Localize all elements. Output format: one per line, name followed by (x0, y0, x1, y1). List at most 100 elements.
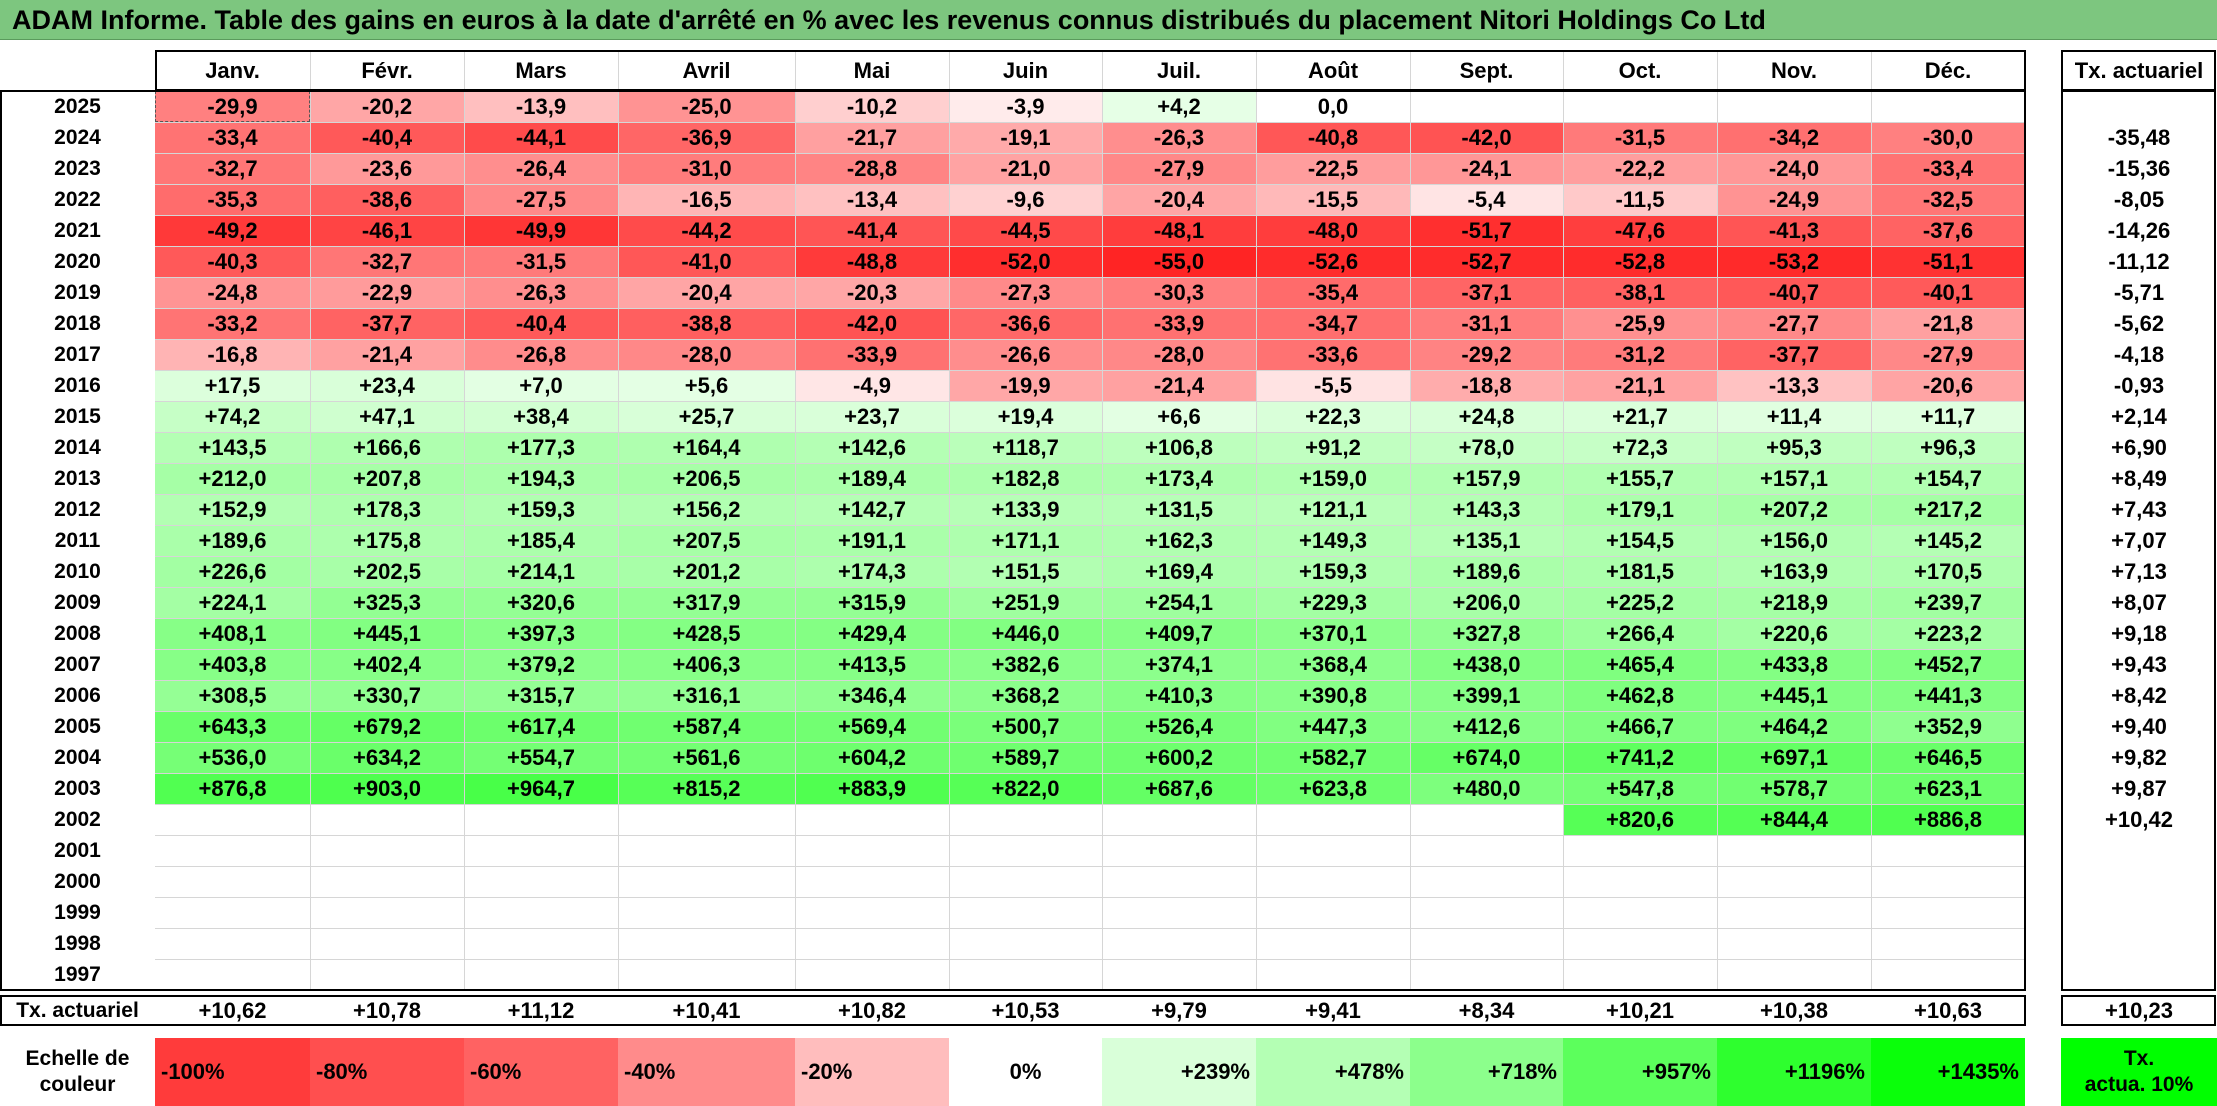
table-cell: +206,0 (1410, 587, 1563, 618)
table-cell (949, 866, 1102, 897)
table-cell: +156,0 (1717, 525, 1871, 556)
grid-line (155, 432, 2025, 433)
month-header: Janv. (205, 57, 260, 83)
annual-rate-cell: +7,07 (2111, 527, 2167, 553)
table-cell (1410, 959, 1563, 990)
table-cell: -32,7 (310, 246, 464, 277)
table-cell: +674,0 (1410, 742, 1563, 773)
table-cell: +464,2 (1717, 711, 1871, 742)
footer-label: Tx. actuariel (16, 998, 139, 1022)
table-cell: +643,3 (155, 711, 310, 742)
table-cell: -24,0 (1717, 153, 1871, 184)
grid-line (155, 649, 2025, 650)
table-cell: +24,8 (1410, 401, 1563, 432)
table-cell (1410, 804, 1563, 835)
table-cell: -35,4 (1256, 277, 1410, 308)
table-cell: +964,7 (464, 773, 618, 804)
table-cell (310, 928, 464, 959)
table-cell: +166,6 (310, 432, 464, 463)
table-cell: +374,1 (1102, 649, 1256, 680)
table-cell: +316,1 (618, 680, 795, 711)
table-cell (464, 897, 618, 928)
table-cell: -52,7 (1410, 246, 1563, 277)
table-cell (155, 928, 310, 959)
table-cell: -52,0 (949, 246, 1102, 277)
table-cell (618, 804, 795, 835)
table-cell: +152,9 (155, 494, 310, 525)
table-cell (1871, 866, 2025, 897)
grid-line (155, 122, 2025, 123)
table-cell: -32,7 (155, 153, 310, 184)
table-cell: -53,2 (1717, 246, 1871, 277)
table-cell: +251,9 (949, 587, 1102, 618)
table-cell: +162,3 (1102, 525, 1256, 556)
table-cell: +239,7 (1871, 587, 2025, 618)
table-cell: -27,5 (464, 184, 618, 215)
table-cell: +617,4 (464, 711, 618, 742)
table-cell: -48,8 (795, 246, 949, 277)
table-cell: +554,7 (464, 742, 618, 773)
grid-line (1871, 50, 1872, 990)
table-cell: -27,3 (949, 277, 1102, 308)
color-scale-swatch: -60% (464, 1038, 618, 1106)
table-cell: +225,2 (1563, 587, 1717, 618)
table-cell: -51,1 (1871, 246, 2025, 277)
table-cell: +143,3 (1410, 494, 1563, 525)
table-cell: +25,7 (618, 401, 795, 432)
annual-rate-cell (2061, 866, 2217, 897)
table-cell (1717, 835, 1871, 866)
grid-line (155, 401, 2025, 402)
table-cell: +399,1 (1410, 680, 1563, 711)
table-cell: +175,8 (310, 525, 464, 556)
table-cell: +266,4 (1563, 618, 1717, 649)
month-header: Nov. (1770, 57, 1818, 83)
grid-line (155, 587, 2025, 588)
table-cell: +207,5 (618, 525, 795, 556)
table-cell: +171,1 (949, 525, 1102, 556)
annual-rate-cell: +7,43 (2111, 496, 2167, 522)
table-cell: +445,1 (1717, 680, 1871, 711)
table-cell: +402,4 (310, 649, 464, 680)
table-cell: -49,9 (464, 215, 618, 246)
month-header: Mai (853, 57, 891, 83)
table-cell: +220,6 (1717, 618, 1871, 649)
table-cell: +22,3 (1256, 401, 1410, 432)
table-cell: +194,3 (464, 463, 618, 494)
year-label: 2009 (54, 590, 101, 614)
table-cell: +174,3 (795, 556, 949, 587)
table-cell: -13,9 (464, 91, 618, 122)
table-cell: -48,1 (1102, 215, 1256, 246)
table-cell: +156,2 (618, 494, 795, 525)
grid-line (155, 711, 2025, 712)
annual-rate-header: Tx. actuariel (2074, 57, 2204, 83)
table-cell: -21,8 (1871, 308, 2025, 339)
annual-rate-cell (2061, 897, 2217, 928)
table-cell (155, 959, 310, 990)
annual-rate-cell: +10,42 (2105, 806, 2173, 832)
table-cell: +441,3 (1871, 680, 2025, 711)
table-cell (1102, 866, 1256, 897)
table-cell (464, 804, 618, 835)
grid-line (155, 215, 2025, 216)
table-cell (155, 804, 310, 835)
table-cell (795, 804, 949, 835)
table-cell: +11,4 (1717, 401, 1871, 432)
footer-cell: +10,82 (838, 997, 906, 1023)
table-cell: -15,5 (1256, 184, 1410, 215)
table-cell: +315,9 (795, 587, 949, 618)
table-cell: +91,2 (1256, 432, 1410, 463)
table-cell (949, 928, 1102, 959)
month-header: Mars (515, 57, 567, 83)
table-cell (949, 804, 1102, 835)
grid-line (155, 370, 2025, 371)
table-cell: +446,0 (949, 618, 1102, 649)
color-scale-label-line1: Echelle de (25, 1047, 130, 1070)
year-label: 2005 (54, 714, 101, 738)
month-header: Juin (1002, 57, 1049, 83)
table-cell: +202,5 (310, 556, 464, 587)
year-label: 2015 (54, 404, 101, 428)
table-cell: -40,8 (1256, 122, 1410, 153)
color-scale-swatch: +478% (1256, 1038, 1410, 1106)
table-cell: +229,3 (1256, 587, 1410, 618)
grid-line (618, 50, 619, 990)
